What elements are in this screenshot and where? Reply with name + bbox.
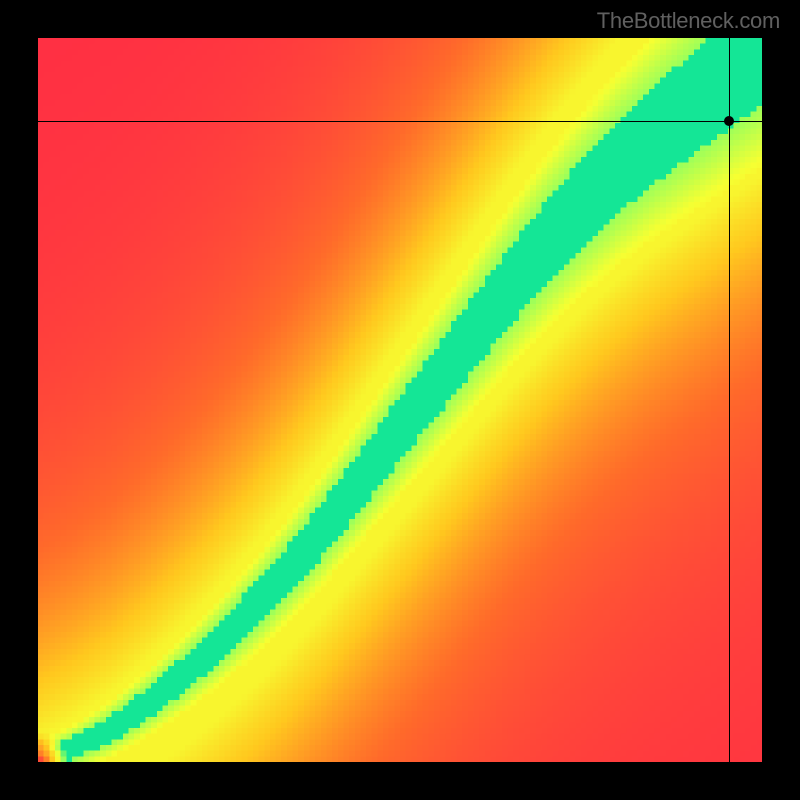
attribution-text: TheBottleneck.com: [597, 8, 780, 34]
plot-area: [38, 38, 762, 762]
heatmap-canvas: [38, 38, 762, 762]
chart-container: TheBottleneck.com: [0, 0, 800, 800]
